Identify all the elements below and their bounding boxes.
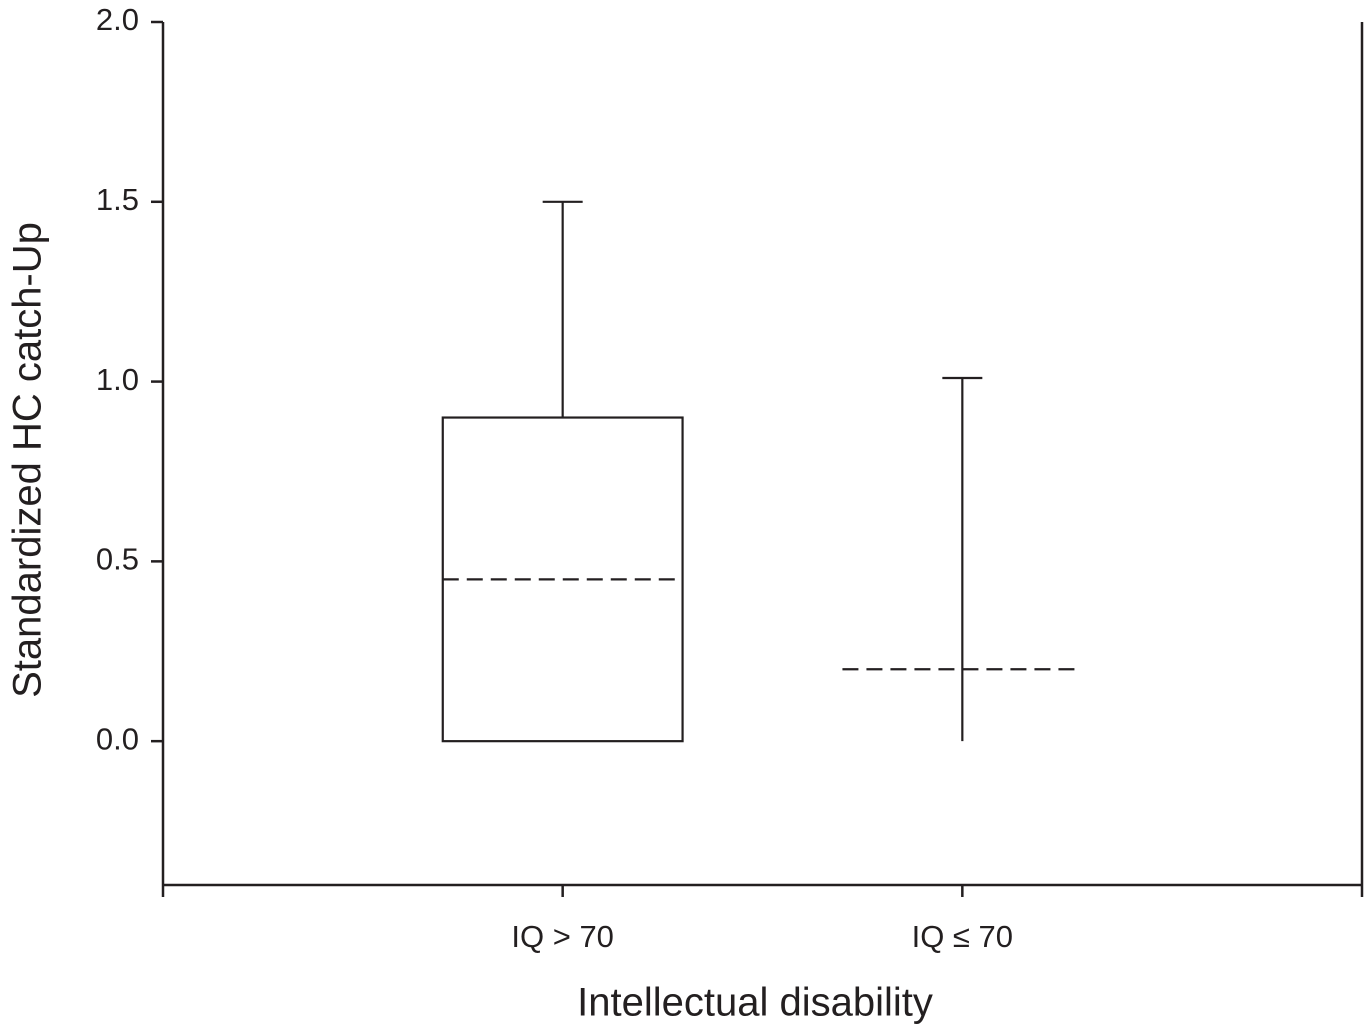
x-axis-title: Intellectual disability xyxy=(577,981,933,1025)
y-tick-label: 1.5 xyxy=(96,182,139,217)
y-tick-label: 0.5 xyxy=(96,542,139,577)
y-tick-label: 2.0 xyxy=(96,2,139,37)
x-tick-label: IQ > 70 xyxy=(511,919,614,954)
y-axis-title: Standardized HC catch-Up xyxy=(6,222,50,698)
x-tick-label: IQ ≤ 70 xyxy=(912,919,1013,954)
y-tick-label: 1.0 xyxy=(96,362,139,397)
frame xyxy=(161,22,1364,897)
y-tick-label: 0.0 xyxy=(96,721,139,756)
